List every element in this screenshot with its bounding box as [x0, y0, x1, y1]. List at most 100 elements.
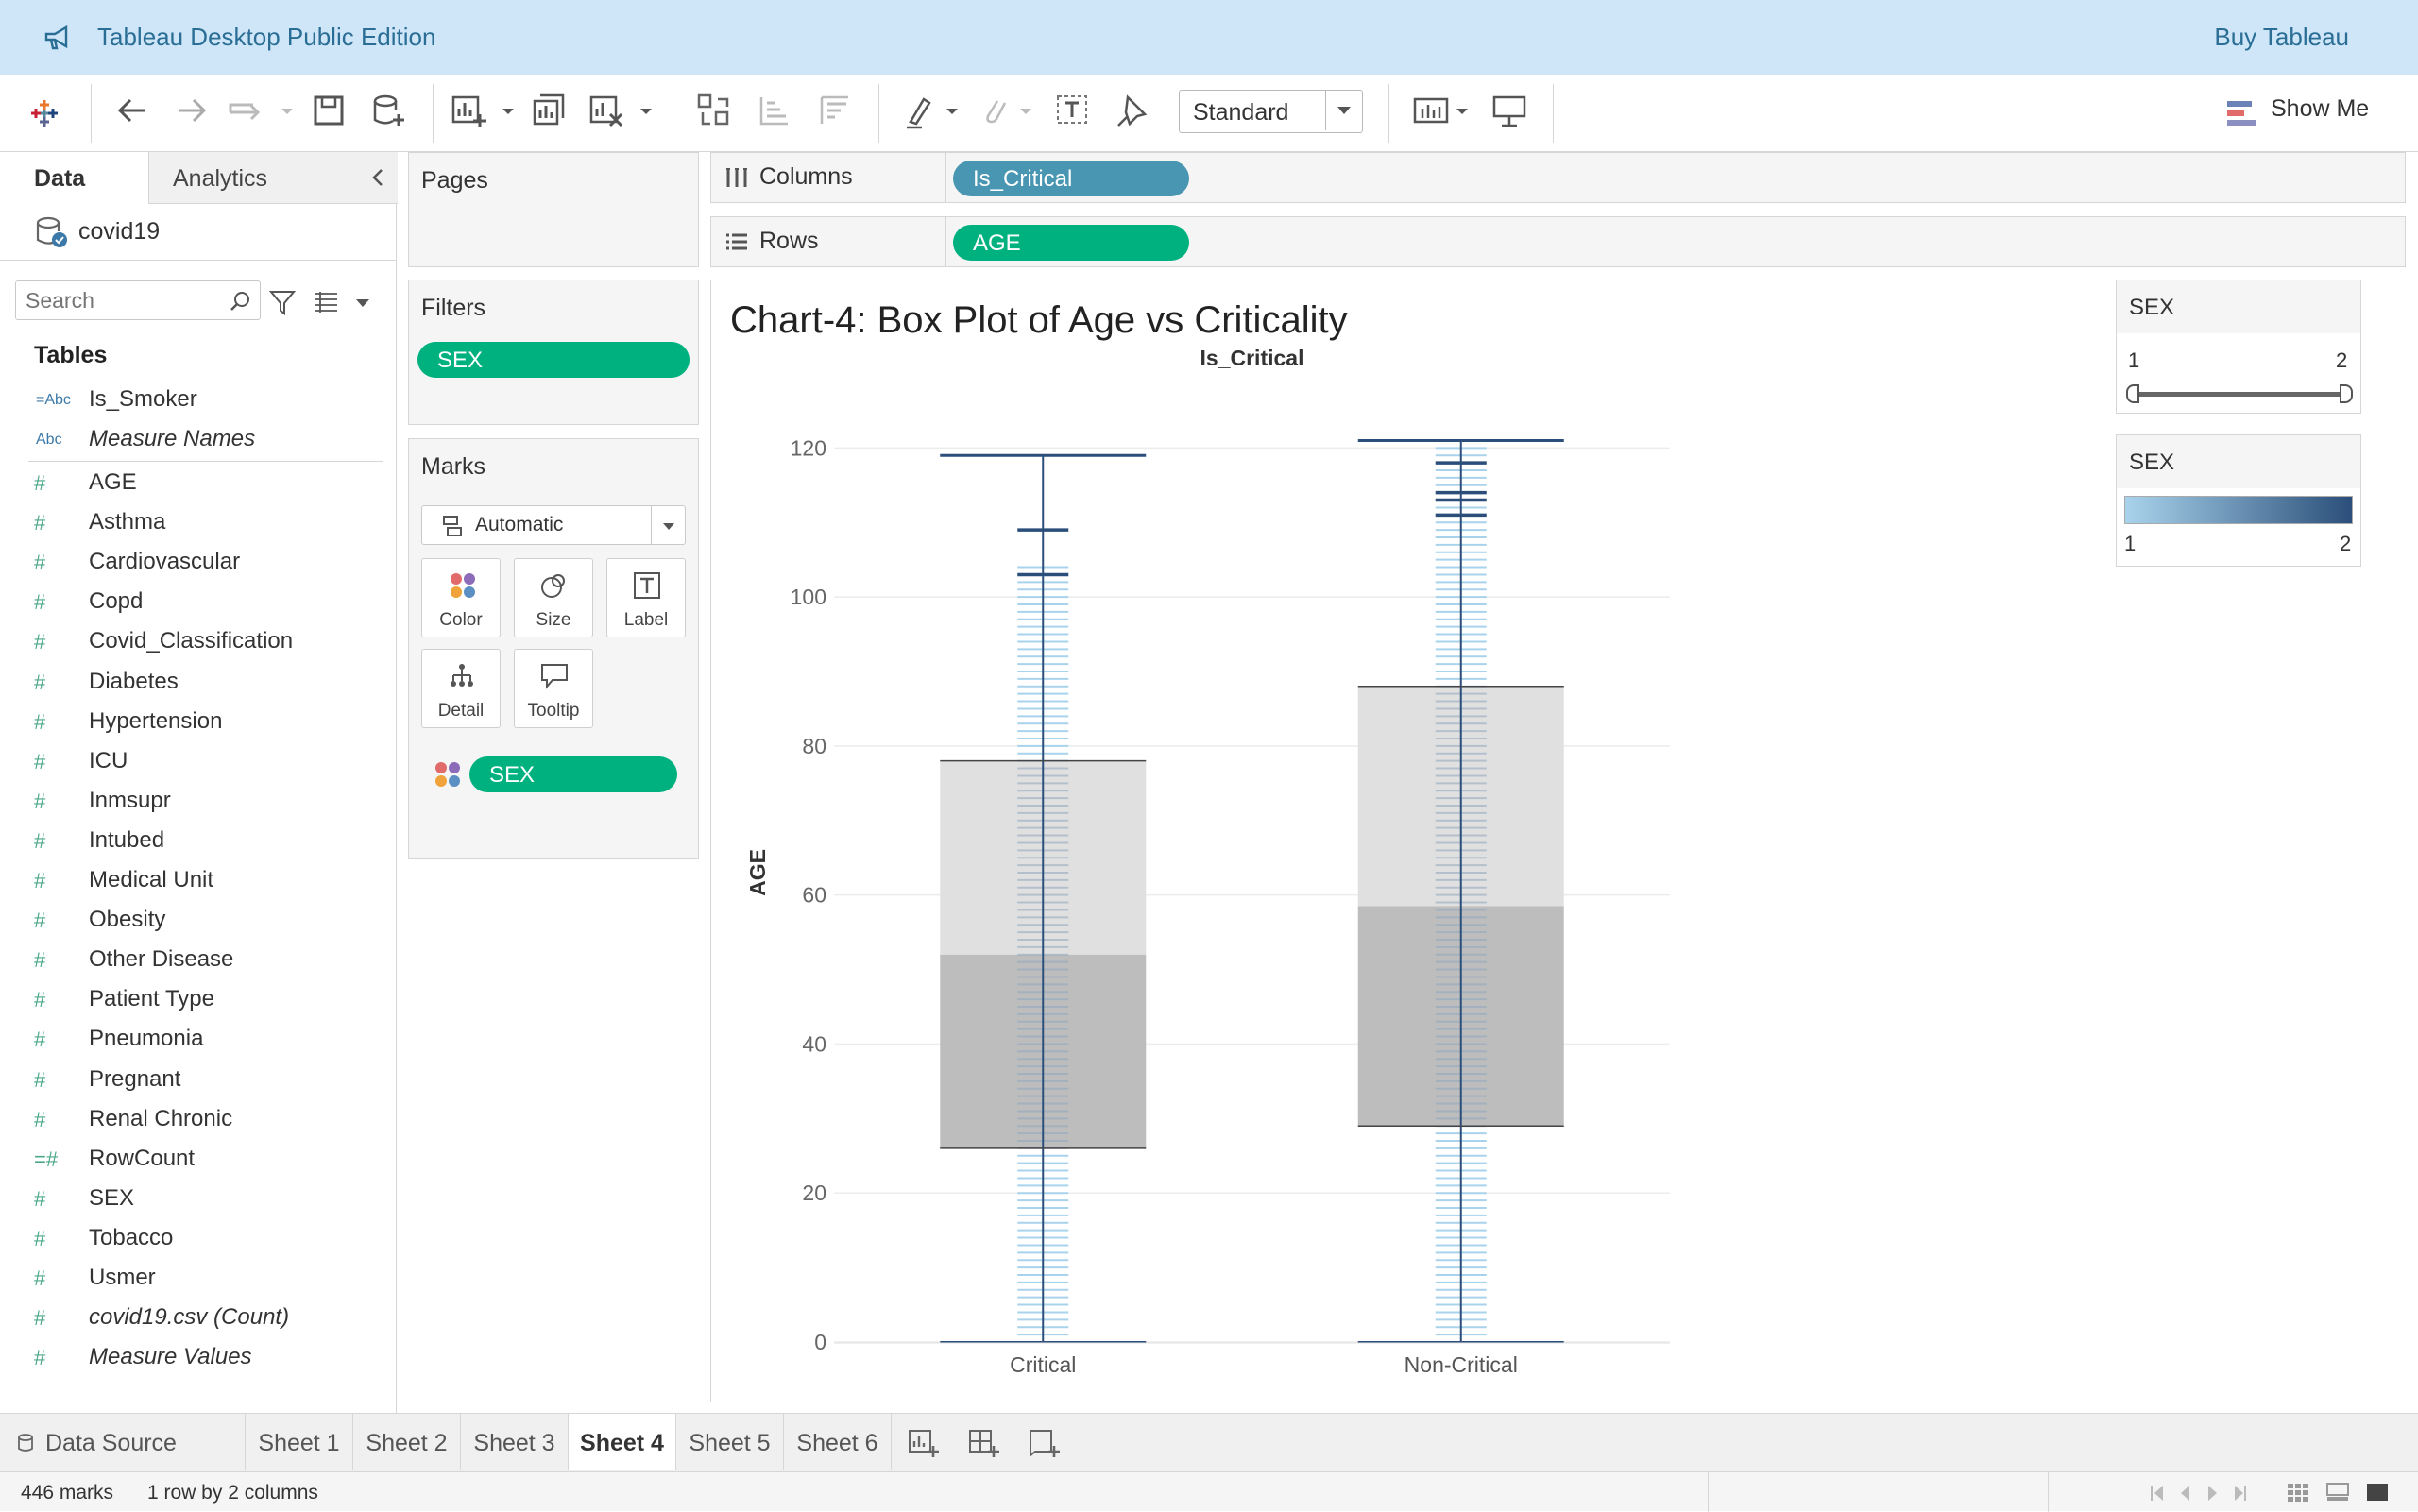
- y-axis-title: AGE: [745, 849, 770, 896]
- pages-card[interactable]: Pages: [408, 152, 699, 267]
- sheet-tab[interactable]: Sheet 3: [461, 1414, 569, 1470]
- data-source-tab[interactable]: Data Source: [0, 1414, 246, 1470]
- tab-data[interactable]: Data: [0, 152, 148, 203]
- field-item[interactable]: # Patient Type: [0, 980, 387, 1018]
- search-box[interactable]: [15, 280, 261, 320]
- field-item[interactable]: # Obesity: [0, 901, 387, 939]
- filter-icon[interactable]: [268, 288, 297, 316]
- presentation-mode-icon[interactable]: [1490, 92, 1528, 129]
- datasource-icon: [36, 216, 67, 247]
- show-filmstrip-icon[interactable]: [2325, 1482, 2350, 1503]
- duplicate-sheet-icon[interactable]: [531, 92, 569, 129]
- show-cards-icon[interactable]: [1411, 92, 1472, 129]
- field-item[interactable]: # Other Disease: [0, 941, 387, 978]
- sheet-tab[interactable]: Sheet 4: [569, 1414, 676, 1470]
- field-item[interactable]: # Cardiovascular: [0, 543, 387, 581]
- show-tabs-icon[interactable]: [2365, 1482, 2390, 1503]
- view-area[interactable]: Chart-4: Box Plot of Age vs Criticality …: [710, 280, 2103, 1402]
- new-dashboard-icon[interactable]: [967, 1427, 1001, 1459]
- new-worksheet-icon[interactable]: [450, 92, 516, 129]
- range-slider-max-handle[interactable]: [2340, 384, 2353, 403]
- undo-icon[interactable]: [113, 92, 151, 129]
- field-name: Pregnant: [89, 1065, 181, 1092]
- field-item[interactable]: # Copd: [0, 583, 387, 620]
- data-source-label: Data Source: [45, 1430, 177, 1456]
- number-type-icon: #: [34, 1107, 46, 1131]
- filters-card[interactable]: Filters SEX: [408, 280, 699, 425]
- chevron-down-icon[interactable]: [353, 294, 372, 313]
- sheet-tab[interactable]: Sheet 2: [353, 1414, 461, 1470]
- pin-icon[interactable]: [1115, 92, 1152, 129]
- color-icon: [451, 573, 475, 598]
- sheet-tab[interactable]: Sheet 5: [676, 1414, 784, 1470]
- field-item[interactable]: =# RowCount: [0, 1140, 387, 1178]
- field-item[interactable]: # Pregnant: [0, 1061, 387, 1098]
- group-members-icon[interactable]: [979, 92, 1035, 129]
- range-slider-min-handle[interactable]: [2126, 384, 2139, 403]
- sheet-tab[interactable]: Sheet 1: [246, 1414, 353, 1470]
- save-icon[interactable]: [312, 92, 346, 129]
- tableau-logo-icon[interactable]: [28, 97, 60, 129]
- field-item[interactable]: # Covid_Classification: [0, 622, 387, 660]
- field-item[interactable]: # Intubed: [0, 822, 387, 859]
- search-input[interactable]: [24, 285, 213, 315]
- sort-descending-icon[interactable]: [816, 92, 854, 129]
- sheet-tab[interactable]: Sheet 6: [784, 1414, 892, 1470]
- field-item[interactable]: # Inmsupr: [0, 782, 387, 820]
- buy-tableau-link[interactable]: Buy Tableau: [2214, 23, 2349, 51]
- size-mark-button[interactable]: Size: [514, 558, 593, 637]
- field-item[interactable]: # ICU: [0, 742, 387, 780]
- highlight-icon[interactable]: [903, 92, 960, 129]
- mark-type-dropdown[interactable]: Automatic: [421, 505, 686, 545]
- field-item[interactable]: # covid19.csv (Count): [0, 1299, 387, 1336]
- field-item[interactable]: # Renal Chronic: [0, 1100, 387, 1138]
- box-plot-chart[interactable]: Is_Critical 0 20 40 60 80 100 120 AGE Critical Non…: [711, 337, 2103, 1400]
- detail-mark-button[interactable]: Detail: [421, 649, 501, 728]
- color-mark-button[interactable]: Color: [421, 558, 501, 637]
- field-item[interactable]: # SEX: [0, 1180, 387, 1217]
- field-item[interactable]: # Tobacco: [0, 1219, 387, 1257]
- show-me-icon[interactable]: [2225, 97, 2259, 129]
- clear-sheet-icon[interactable]: [587, 92, 654, 129]
- tab-analytics[interactable]: Analytics: [148, 152, 398, 204]
- columns-pill-is-critical[interactable]: Is_Critical: [953, 161, 1189, 196]
- rows-shelf[interactable]: Rows AGE: [710, 216, 2406, 267]
- label-mark-button[interactable]: Label: [606, 558, 686, 637]
- show-labels-icon[interactable]: [1054, 92, 1092, 129]
- view-list-icon[interactable]: [312, 288, 340, 316]
- swap-icon[interactable]: [695, 92, 733, 129]
- color-pill-sex[interactable]: SEX: [469, 756, 677, 792]
- columns-shelf[interactable]: Columns Is_Critical: [710, 152, 2406, 203]
- field-item[interactable]: # Diabetes: [0, 663, 387, 701]
- y-tick-label: 60: [802, 883, 826, 908]
- field-item[interactable]: =Abc Is_Smoker: [0, 381, 387, 418]
- number-type-icon: #: [34, 869, 46, 892]
- show-sheet-sorter-icon[interactable]: [2286, 1482, 2310, 1503]
- redo-icon[interactable]: [173, 92, 211, 129]
- collapse-pane-icon[interactable]: [368, 167, 387, 188]
- datasource-name[interactable]: covid19: [78, 218, 161, 245]
- new-worksheet-icon[interactable]: [907, 1427, 941, 1459]
- field-item[interactable]: # AGE: [0, 464, 387, 501]
- field-item[interactable]: # Pneumonia: [0, 1020, 387, 1058]
- field-item[interactable]: # Measure Values: [0, 1338, 387, 1376]
- field-name: AGE: [89, 469, 137, 495]
- fit-dropdown[interactable]: Standard: [1179, 90, 1363, 133]
- color-ramp[interactable]: [2124, 496, 2353, 524]
- field-item[interactable]: # Usmer: [0, 1259, 387, 1297]
- field-item[interactable]: # Hypertension: [0, 703, 387, 740]
- new-story-icon[interactable]: [1028, 1427, 1062, 1459]
- field-item[interactable]: Abc Measure Names: [0, 420, 387, 458]
- range-slider-track[interactable]: [2134, 392, 2345, 397]
- field-item[interactable]: # Asthma: [0, 503, 387, 541]
- fit-dropdown-toggle[interactable]: [1325, 91, 1362, 130]
- filter-pill-sex[interactable]: SEX: [417, 342, 690, 378]
- field-item[interactable]: # Medical Unit: [0, 861, 387, 899]
- rows-pill-age[interactable]: AGE: [953, 225, 1189, 261]
- tooltip-mark-button[interactable]: Tooltip: [514, 649, 593, 728]
- new-datasource-icon[interactable]: [370, 92, 408, 129]
- replay-icon[interactable]: [227, 92, 295, 129]
- sheet-navigation-icon[interactable]: [2150, 1484, 2256, 1503]
- sort-ascending-icon[interactable]: [756, 92, 793, 129]
- show-me-button[interactable]: Show Me: [2271, 95, 2370, 122]
